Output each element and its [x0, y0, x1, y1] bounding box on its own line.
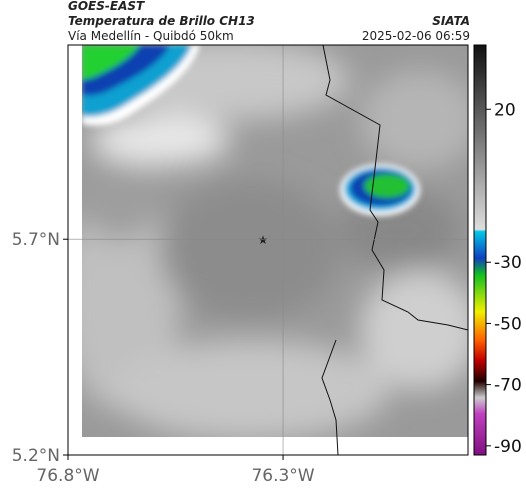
- satellite-image: [82, 45, 468, 437]
- colorbar-tick-label: -90: [494, 437, 522, 457]
- x-tick-label: 76.3°W: [251, 466, 314, 486]
- x-tick-label: 76.8°W: [36, 466, 99, 486]
- colorbar-tick-label: -30: [494, 253, 522, 273]
- colorbar-tick-label: 20: [494, 100, 516, 120]
- y-tick-label: 5.2°N: [12, 446, 60, 466]
- title: Temperatura de Brillo CH13: [68, 14, 255, 28]
- location-star: ★: [258, 233, 269, 247]
- colorbar-tick-label: -70: [494, 376, 522, 396]
- boundary: [321, 44, 469, 456]
- colorbar-tick-label: -50: [494, 314, 522, 334]
- source: SIATA: [432, 14, 470, 28]
- product: GOES-EAST: [68, 0, 145, 13]
- colorbar: [473, 44, 487, 456]
- y-tick-label: 5.7°N: [12, 230, 60, 250]
- subtitle: Vía Medellín - Quibdó 50km: [68, 29, 234, 43]
- datetime: 2025-02-06 06:59: [362, 29, 470, 43]
- map-frame: [67, 44, 469, 456]
